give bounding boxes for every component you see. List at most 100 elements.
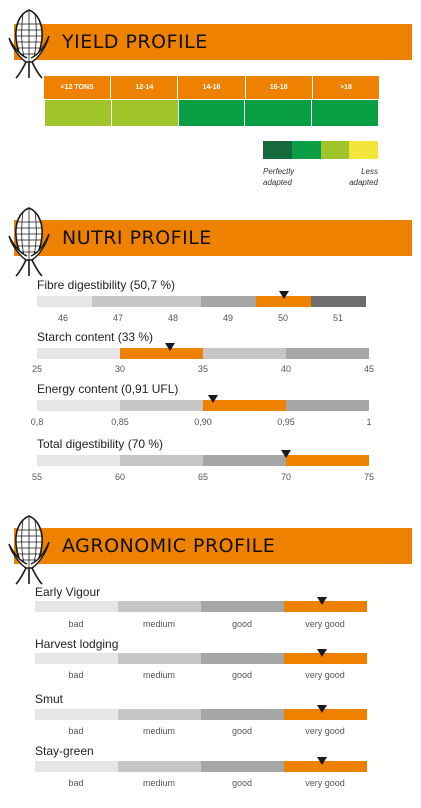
scale-segment	[146, 296, 202, 307]
yield-range-header: <12 TONS 12-14 14-16 16-18 >18	[44, 76, 379, 99]
yield-range-label: >18	[339, 84, 352, 91]
scale-tick-label: 60	[114, 472, 126, 482]
scale-segment	[120, 400, 203, 411]
trait-tick-label: bad	[68, 778, 84, 788]
scale-segment	[37, 348, 120, 359]
trait-tick-label: bad	[68, 619, 84, 629]
yield-adaptation-cell	[245, 100, 313, 126]
legend-less-adapted: Less adapted	[349, 167, 378, 187]
scale-bar	[37, 296, 366, 307]
trait-tick-label: medium	[142, 619, 176, 629]
trait-tick-label: very good	[305, 726, 345, 736]
nutri-profile-title: NUTRI PROFILE	[62, 227, 212, 249]
scale-tick-label: 25	[31, 364, 43, 374]
scale-segment	[37, 296, 92, 307]
scale-segment	[91, 296, 147, 307]
value-marker-icon	[164, 343, 175, 351]
scale-segment	[284, 761, 367, 772]
trait-title: Early Vigour	[35, 585, 101, 599]
corn-cob-icon	[8, 515, 50, 585]
trait-title: Stay-green	[35, 744, 94, 758]
value-marker-icon	[317, 649, 328, 657]
legend-swatch	[291, 141, 321, 159]
scale-tick-label: 48	[167, 313, 179, 323]
trait-title: Smut	[35, 692, 64, 706]
trait-tick-label: very good	[305, 778, 345, 788]
yield-adaptation-cell	[45, 100, 112, 126]
scale-segment	[201, 761, 284, 772]
trait-scale-bar	[35, 601, 367, 612]
scale-title: Fibre digestibility (50,7 %)	[37, 278, 176, 292]
scale-segment	[35, 761, 118, 772]
trait-scale-bar	[35, 653, 367, 664]
scale-segment	[286, 455, 369, 466]
yield-range-label: 12-14	[111, 76, 179, 99]
scale-tick-label: 65	[197, 472, 209, 482]
scale-tick-label: 70	[280, 472, 292, 482]
value-marker-icon	[281, 450, 291, 458]
scale-title: Total digestibility (70 %)	[37, 437, 164, 451]
scale-segment	[284, 601, 367, 612]
scale-segment	[35, 601, 118, 612]
scale-tick-label: 0,85	[111, 417, 129, 427]
agronomic-profile-title: AGRONOMIC PROFILE	[62, 535, 276, 557]
trait-tick-label: good	[231, 619, 253, 629]
scale-tick-label: 55	[31, 472, 43, 482]
trait-tick-label: good	[231, 726, 253, 736]
scale-segment	[284, 709, 367, 720]
yield-profile-banner: YIELD PROFILE	[14, 24, 412, 60]
value-marker-icon	[317, 757, 328, 765]
yield-range-label: 14-16	[178, 76, 246, 99]
scale-segment	[201, 653, 284, 664]
scale-tick-label: 40	[280, 364, 292, 374]
yield-range-label: 16-18	[246, 76, 313, 99]
trait-tick-label: very good	[305, 670, 345, 680]
scale-tick-label: 46	[57, 313, 69, 323]
scale-segment	[284, 653, 367, 664]
legend-perfectly-adapted: Perfectly adapted	[263, 167, 295, 187]
legend-swatch	[349, 141, 378, 159]
scale-segment	[118, 653, 201, 664]
scale-segment	[203, 455, 286, 466]
scale-title: Energy content (0,91 UFL)	[37, 382, 179, 396]
scale-tick-label: 51	[332, 313, 344, 323]
scale-bar	[37, 348, 369, 359]
scale-bar	[37, 400, 369, 411]
scale-tick-label: 49	[222, 313, 234, 323]
trait-tick-label: bad	[68, 726, 84, 736]
adaptation-legend-bar	[263, 141, 378, 159]
value-marker-icon	[317, 597, 328, 605]
scale-title: Starch content (33 %)	[37, 330, 154, 344]
scale-tick-label: 45	[363, 364, 375, 374]
scale-bar	[37, 455, 369, 466]
scale-segment	[118, 709, 201, 720]
yield-adaptation-row	[44, 99, 379, 127]
trait-scale-bar	[35, 709, 367, 720]
trait-tick-label: medium	[142, 778, 176, 788]
agronomic-profile-banner: AGRONOMIC PROFILE	[14, 528, 412, 564]
scale-segment	[201, 709, 284, 720]
corn-cob-icon	[8, 207, 50, 277]
scale-segment	[311, 296, 366, 307]
scale-segment	[120, 455, 203, 466]
yield-adaptation-cell	[312, 100, 378, 126]
yield-adaptation-cell	[111, 100, 179, 126]
scale-segment	[37, 455, 120, 466]
trait-tick-label: very good	[305, 619, 345, 629]
value-marker-icon	[278, 291, 289, 299]
corn-cob-icon	[8, 9, 50, 79]
value-marker-icon	[317, 705, 328, 713]
scale-segment	[203, 400, 286, 411]
scale-segment	[35, 709, 118, 720]
trait-tick-label: medium	[142, 670, 176, 680]
nutri-profile-banner: NUTRI PROFILE	[14, 220, 412, 256]
scale-tick-label: 0,90	[194, 417, 212, 427]
scale-tick-label: 0,95	[277, 417, 295, 427]
scale-segment	[286, 400, 369, 411]
scale-segment	[203, 348, 286, 359]
scale-segment	[118, 761, 201, 772]
trait-tick-label: good	[231, 670, 253, 680]
scale-segment	[35, 653, 118, 664]
yield-range-label: <12 TONS	[44, 76, 112, 99]
scale-segment	[120, 348, 203, 359]
